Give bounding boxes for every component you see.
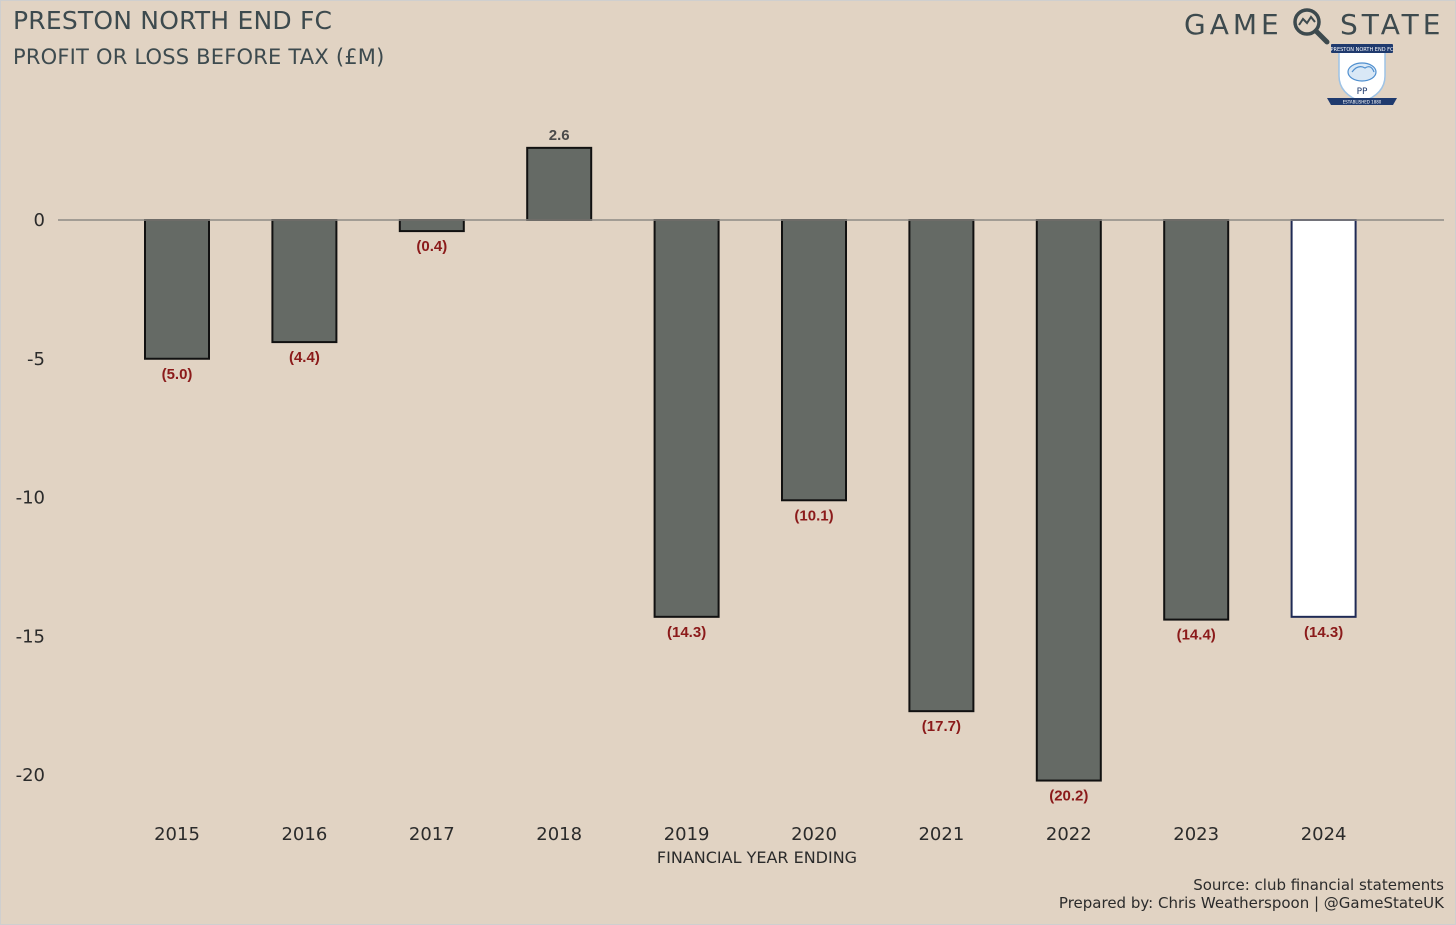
club-crest-icon: PRESTON NORTH END FC PP ESTABLISHED 1880 [1327, 44, 1397, 105]
bar [1163, 219, 1230, 621]
chart-subtitle: PROFIT OR LOSS BEFORE TAX (£M) [13, 45, 385, 69]
y-tick-label: -10 [16, 488, 45, 509]
y-tick-label: -20 [16, 765, 45, 786]
x-tick-label: 2018 [536, 824, 582, 845]
data-label: (14.3) [667, 624, 706, 641]
x-tick-label: 2021 [918, 824, 964, 845]
x-tick-label: 2020 [791, 824, 837, 845]
prepared-by-note: Prepared by: Chris Weatherspoon | @GameS… [1058, 894, 1444, 912]
bar [144, 219, 210, 360]
y-tick-label: -5 [27, 349, 45, 370]
data-label: (14.4) [1177, 627, 1216, 644]
game-state-logo: GAME STATE [1184, 8, 1440, 45]
brand-word-state: STATE [1340, 8, 1445, 41]
data-label: (0.4) [416, 238, 447, 255]
crest-top-text: PRESTON NORTH END FC [1330, 47, 1394, 53]
brand-word-game: GAME [1184, 8, 1283, 41]
y-tick-label: -15 [16, 626, 45, 647]
data-label: (20.2) [1049, 788, 1088, 805]
x-tick-label: 2019 [664, 824, 710, 845]
bar [271, 219, 338, 344]
bar [1290, 219, 1357, 618]
data-label: (4.4) [289, 349, 320, 366]
data-label: (17.7) [922, 718, 961, 735]
bar [1035, 219, 1102, 782]
x-tick-label: 2024 [1301, 824, 1347, 845]
x-tick-label: 2016 [281, 824, 327, 845]
bar [398, 219, 465, 233]
data-label: (10.1) [794, 507, 833, 524]
chart-footer: Source: club financial statements Prepar… [1059, 876, 1444, 912]
data-label: (5.0) [162, 366, 193, 383]
x-tick-label: 2022 [1046, 824, 1092, 845]
x-axis-title: FINANCIAL YEAR ENDING [657, 848, 857, 867]
crest-bottom-text: ESTABLISHED 1880 [1343, 100, 1382, 105]
x-tick-label: 2017 [409, 824, 455, 845]
bar [908, 219, 975, 713]
data-label: (14.3) [1304, 624, 1343, 641]
y-tick-label: 0 [34, 210, 45, 231]
x-tick-label: 2023 [1173, 824, 1219, 845]
chart-title: PRESTON NORTH END FC [13, 6, 333, 35]
data-label: 2.6 [549, 127, 570, 144]
magnifying-glass-icon [1293, 8, 1330, 45]
bar [653, 219, 720, 618]
crest-letters: PP [1357, 87, 1368, 97]
source-note: Source: club financial statements [1193, 876, 1444, 894]
bar [526, 146, 593, 222]
x-tick-label: 2015 [154, 824, 200, 845]
bar [781, 219, 847, 502]
